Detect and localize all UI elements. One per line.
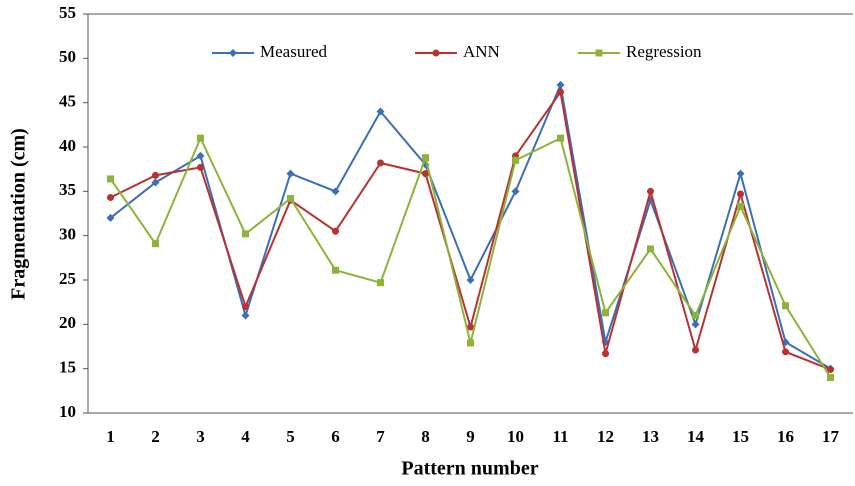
marker (827, 374, 834, 382)
x-tick-label: 4 (241, 427, 250, 446)
marker (242, 303, 249, 311)
marker (647, 245, 654, 253)
y-tick-label: 50 (59, 47, 76, 66)
y-tick-label: 35 (59, 180, 76, 199)
marker (241, 311, 250, 320)
y-tick-label: 40 (59, 136, 76, 155)
y-tick-label: 55 (59, 3, 76, 22)
marker (151, 178, 160, 187)
marker (782, 302, 789, 310)
marker (466, 276, 475, 284)
marker (782, 348, 789, 356)
marker (332, 266, 339, 274)
x-tick-label: 17 (822, 427, 840, 446)
marker (557, 134, 564, 142)
marker (736, 169, 745, 178)
x-tick-label: 1 (106, 427, 115, 446)
y-axis-title: Fragmentation (cm) (8, 128, 30, 300)
x-tick-label: 8 (421, 427, 430, 446)
marker (467, 323, 474, 331)
x-tick-label: 3 (196, 427, 205, 446)
x-tick-label: 16 (777, 427, 794, 446)
marker (152, 171, 159, 179)
marker (511, 187, 520, 196)
marker (331, 187, 340, 196)
x-tick-label: 6 (331, 427, 340, 446)
marker (512, 156, 519, 164)
marker (107, 194, 114, 202)
marker (692, 311, 699, 319)
marker (242, 230, 249, 238)
marker (287, 194, 294, 202)
x-axis-title: Pattern number (401, 458, 538, 480)
marker (556, 80, 565, 89)
x-tick-label: 12 (597, 427, 614, 446)
marker (197, 163, 204, 171)
x-tick-label: 13 (642, 427, 659, 446)
marker (602, 309, 609, 317)
marker (197, 134, 204, 142)
marker (377, 159, 384, 167)
marker (737, 190, 744, 198)
marker (152, 240, 159, 248)
legend-label: Measured (260, 42, 328, 61)
y-tick-label: 10 (59, 402, 76, 421)
marker (647, 187, 654, 195)
legend-label: ANN (463, 42, 500, 61)
marker (737, 202, 744, 210)
marker (467, 339, 474, 347)
marker (422, 154, 429, 162)
y-tick-label: 30 (59, 225, 76, 244)
marker (106, 213, 115, 222)
marker (196, 151, 205, 160)
x-tick-label: 15 (732, 427, 749, 446)
x-tick-label: 7 (376, 427, 385, 446)
x-tick-label: 5 (286, 427, 295, 446)
marker (692, 346, 699, 354)
marker (827, 366, 834, 374)
legend-label: Regression (626, 42, 702, 61)
y-tick-label: 20 (59, 313, 76, 332)
y-tick-label: 15 (59, 358, 76, 377)
marker (595, 49, 603, 57)
marker (691, 320, 700, 329)
y-tick-label: 45 (59, 92, 76, 111)
x-tick-label: 14 (687, 427, 705, 446)
marker (557, 88, 564, 96)
marker (107, 175, 114, 183)
y-tick-label: 25 (59, 269, 76, 288)
x-tick-label: 2 (151, 427, 160, 446)
x-tick-label: 10 (507, 427, 524, 446)
marker (432, 49, 440, 57)
marker (422, 170, 429, 178)
x-tick-label: 9 (466, 427, 475, 446)
marker (602, 350, 609, 358)
marker (286, 169, 295, 178)
marker (376, 107, 385, 116)
marker (377, 279, 384, 287)
marker (332, 227, 339, 235)
marker (229, 49, 237, 57)
x-tick-label: 11 (552, 427, 568, 446)
